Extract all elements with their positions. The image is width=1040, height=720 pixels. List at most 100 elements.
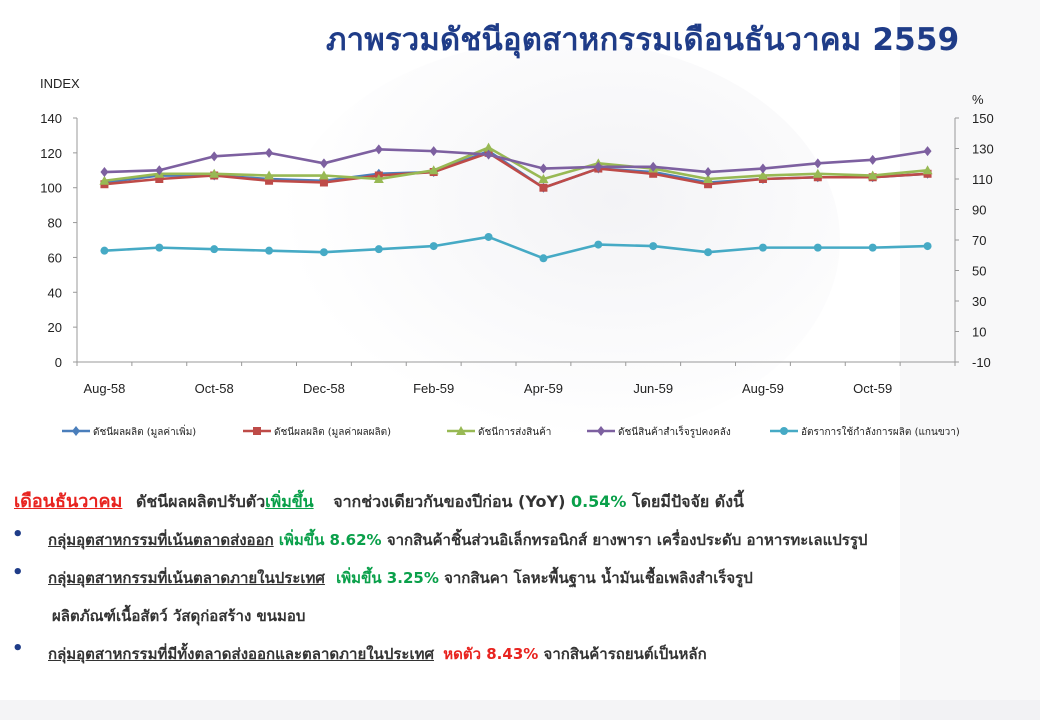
headline-text2: จากช่วงเดียวกันของปีก่อน (YoY) (333, 492, 566, 511)
data-point (210, 151, 219, 162)
data-point (373, 174, 384, 183)
headline-text1: ดัชนีผลผลิตปรับตัว (135, 492, 266, 511)
legend-swatch-marker (597, 426, 605, 436)
data-point (265, 147, 274, 158)
bullet-mixed: กลุ่มอุตสาหกรรมที่มีทั้งตลาดส่งออกและตลา… (48, 642, 707, 666)
data-point (704, 167, 713, 178)
data-point (594, 240, 603, 249)
data-point (868, 154, 877, 165)
y-left-tick-label: 0 (55, 355, 62, 370)
bullet-export-group: กลุ่มอุตสาหกรรมที่เน้นตลาดส่งออก (48, 531, 274, 549)
data-point (813, 158, 822, 169)
bullet-mixed-group: กลุ่มอุตสาหกรรมที่มีทั้งตลาดส่งออกและตลา… (48, 645, 434, 663)
legend-label: ดัชนีสินค้าสำเร็จรูปคงคลัง (618, 424, 731, 438)
series-line (104, 146, 928, 183)
bullet-domestic-detail: จากสินคา โลหะพื้นฐาน น้ำมันเชื้อเพลิงสำเ… (444, 569, 753, 587)
data-point (483, 142, 494, 152)
x-tick-label: Aug-59 (742, 381, 784, 396)
data-point (758, 243, 767, 252)
data-point (594, 161, 603, 172)
headline-direction: เพิ่มขึ้น (265, 492, 314, 511)
y-left-tick-label: 100 (40, 181, 62, 196)
data-point (923, 146, 932, 157)
x-tick-label: Oct-58 (195, 381, 234, 396)
data-point (318, 170, 329, 180)
data-point (319, 178, 328, 187)
y-right-tick-label: 110 (972, 172, 993, 187)
legend: ดัชนีผลผลิต (มูลค่าเพิ่ม) ดัชนีผลผลิต (มู… (62, 424, 960, 438)
line-chart: INDEX % 0 20 40 60 80 100 120 140 -10 10 30 50 70 90… (40, 76, 994, 438)
bullet-export-change: เพิ่มขึ้น 8.62% (278, 531, 382, 549)
y-right-ticks: -10 10 30 50 70 90 110 130 150 (955, 111, 994, 370)
data-point (265, 246, 274, 255)
data-point (922, 165, 933, 175)
y-left-axis-label: INDEX (40, 76, 80, 91)
legend-item: ดัชนีสินค้าสำเร็จรูปคงคลัง (587, 424, 731, 438)
data-point (155, 175, 164, 183)
series-line (104, 235, 928, 260)
y-left-tick-label: 60 (48, 250, 62, 265)
bullet-mixed-change: หดตัว 8.43% (443, 645, 539, 663)
legend-label: อัตราการใช้กำลังการผลิต (แกนขวา) (801, 426, 960, 438)
bullet-mixed-detail: จากสินค้ารถยนต์เป็นหลัก (543, 645, 707, 663)
headline-value: 0.54% (570, 492, 627, 511)
series-line (104, 148, 928, 174)
data-point (319, 248, 328, 257)
legend-label: ดัชนีการส่งสินค้า (478, 426, 551, 438)
x-axis-ticks: Aug-58 Oct-58 Dec-58 Feb-59 Apr-59 Jun-59 Aug-… (76, 362, 956, 396)
data-point (429, 146, 438, 157)
y-left-tick-label: 20 (48, 320, 62, 335)
data-point (539, 163, 548, 174)
y-left-tick-label: 40 (48, 285, 62, 300)
data-point (813, 243, 822, 252)
y-right-tick-label: -10 (972, 355, 991, 370)
legend-swatch-marker (780, 427, 788, 435)
series-group (99, 142, 933, 263)
legend-item: ดัชนีผลผลิต (มูลค่าเพิ่ม) (62, 424, 196, 438)
y-right-axis-label: % (972, 92, 984, 107)
data-point (868, 243, 877, 252)
bullet-export: กลุ่มอุตสาหกรรมที่เน้นตลาดส่งออก เพิ่มขึ… (48, 528, 867, 552)
y-left-tick-label: 140 (40, 111, 62, 126)
data-point (210, 245, 219, 254)
legend-swatch-marker (253, 427, 261, 435)
data-point (703, 174, 714, 183)
x-tick-label: Jun-59 (633, 381, 673, 396)
data-point (649, 169, 658, 178)
data-point (757, 170, 768, 180)
data-point (484, 149, 493, 160)
data-point (100, 246, 109, 255)
y-right-tick-label: 30 (972, 294, 986, 309)
x-tick-label: Dec-58 (303, 381, 345, 396)
bullet-domestic: กลุ่มอุตสาหกรรมที่เน้นตลาดภายในประเทศ เพ… (48, 566, 753, 590)
bullet-marker: • (12, 562, 24, 583)
bullet-marker: • (12, 638, 24, 659)
y-right-tick-label: 10 (972, 325, 986, 340)
data-point (99, 175, 110, 185)
data-point (704, 248, 713, 257)
series-3 (99, 142, 933, 185)
legend-swatch-marker (456, 426, 466, 435)
x-tick-label: Apr-59 (524, 381, 563, 396)
bullet-domestic-change: เพิ่มขึ้น 3.25% (336, 569, 439, 587)
legend-item: อัตราการใช้กำลังการผลิต (แกนขวา) (770, 426, 960, 438)
y-right-tick-label: 50 (972, 264, 986, 279)
page-title: ภาพรวมดัชนีอุตสาหกรรมเดือนธันวาคม 2559 (326, 22, 960, 58)
data-point (923, 242, 932, 251)
y-left-ticks: 0 20 40 60 80 100 120 140 (40, 111, 77, 370)
data-point (264, 170, 275, 180)
y-left-tick-label: 120 (40, 146, 62, 161)
y-right-tick-label: 90 (972, 203, 986, 218)
series-5 (100, 232, 932, 263)
bullet-domestic-detail-cont: ผลิตภัณฑ์เนื้อสัตว์ วัสดุก่อสร้าง ขนมอบ (52, 607, 306, 625)
bullet-export-detail: จากสินค้าชิ้นส่วนอิเล็กทรอนิกส์ ยางพารา … (386, 531, 868, 549)
series-line (104, 151, 928, 190)
bullet-domestic-group: กลุ่มอุตสาหกรรมที่เน้นตลาดภายในประเทศ (48, 569, 325, 587)
headline-month: เดือนธันวาคม (14, 491, 123, 512)
data-point (704, 180, 713, 189)
data-point (538, 174, 549, 183)
x-tick-label: Oct-59 (853, 381, 892, 396)
data-point (758, 163, 767, 174)
data-point (812, 168, 823, 178)
data-point (100, 167, 109, 178)
